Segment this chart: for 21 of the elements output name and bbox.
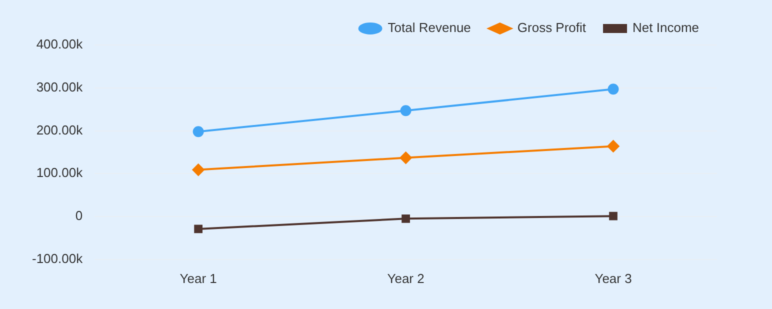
y-tick-label: 200.00k <box>36 122 84 138</box>
point <box>608 84 619 95</box>
point <box>609 212 618 220</box>
y-tick-label: 400.00k <box>36 36 84 52</box>
point <box>194 224 203 234</box>
legend-label: Net Income <box>632 20 700 36</box>
legend-label: Gross Profit <box>517 20 586 36</box>
point <box>400 105 412 116</box>
x-tick-label: Year 3 <box>594 270 632 286</box>
y-tick-label: 100.00k <box>36 165 84 180</box>
point <box>607 140 620 152</box>
y-tick-label: -100.00k <box>32 250 84 266</box>
y-tick-label: 300.00k <box>36 79 84 94</box>
y-tick-label: 0 <box>75 208 83 224</box>
point <box>192 126 204 138</box>
x-tick-label: Year 2 <box>387 270 424 286</box>
point <box>402 214 410 223</box>
legend-label: Total Revenue <box>388 20 471 36</box>
x-tick-label: Year 1 <box>180 270 217 286</box>
point <box>400 152 412 164</box>
point <box>192 164 204 176</box>
